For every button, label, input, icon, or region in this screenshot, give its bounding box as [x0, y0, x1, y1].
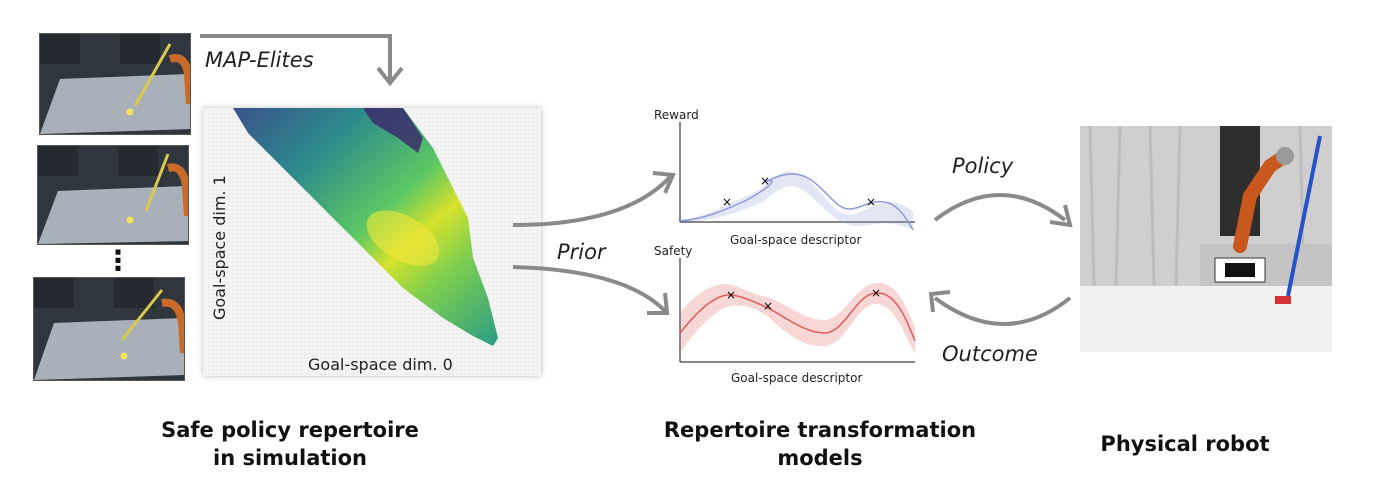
map-elites-label: MAP-Elites [205, 48, 314, 72]
reward-plot: × × × [679, 122, 915, 230]
simulation-thumbnail-1 [40, 34, 190, 134]
reward-mean-line [679, 173, 914, 230]
sim-scene-1 [40, 34, 190, 134]
reward-sample-1: × [722, 195, 732, 209]
safety-sample-3: × [871, 286, 881, 300]
robot-scene [1080, 126, 1332, 352]
dim1-label: Goal-space dim. 1 [210, 175, 229, 320]
sim-scene-2 [38, 146, 188, 244]
safety-sample-1: × [726, 288, 736, 302]
safety-band [680, 282, 915, 354]
ellipsis: ⋮ [104, 244, 132, 277]
prior-label: Prior [557, 240, 606, 264]
policy-outcome-arrows [928, 193, 1073, 326]
right-caption: Physical robot [1100, 432, 1270, 456]
outcome-label: Outcome [942, 342, 1038, 366]
map-elites-arrow [200, 34, 404, 87]
repertoire-heatmap [203, 108, 541, 376]
reward-xlabel: Goal-space descriptor [730, 233, 862, 247]
safety-sample-2: × [763, 299, 773, 313]
sim-scene-3 [34, 278, 184, 380]
left-caption-line2: in simulation [213, 446, 367, 470]
middle-caption: Repertoire transformation models [630, 416, 1010, 472]
safety-mean-line [679, 292, 916, 342]
policy-label: Policy [952, 154, 1014, 178]
heatmap-canvas [203, 108, 541, 376]
safety-ylabel: Safety [654, 244, 693, 258]
reward-ylabel: Reward [654, 108, 699, 122]
dim0-label: Goal-space dim. 0 [308, 355, 453, 374]
prior-arrows [512, 171, 676, 315]
middle-caption-line2: models [777, 446, 863, 470]
left-caption-line1: Safe policy repertoire [161, 418, 419, 442]
middle-caption-line1: Repertoire transformation [663, 418, 977, 442]
simulation-thumbnail-2 [38, 146, 188, 244]
reward-band [680, 171, 913, 230]
simulation-thumbnail-3 [34, 278, 184, 380]
reward-sample-3: × [866, 195, 876, 209]
left-caption: Safe policy repertoire in simulation [130, 416, 450, 472]
safety-plot: × × × [679, 258, 916, 363]
reward-sample-2: × [760, 174, 770, 188]
safety-xlabel: Goal-space descriptor [731, 371, 863, 385]
physical-robot-photo [1080, 126, 1332, 352]
